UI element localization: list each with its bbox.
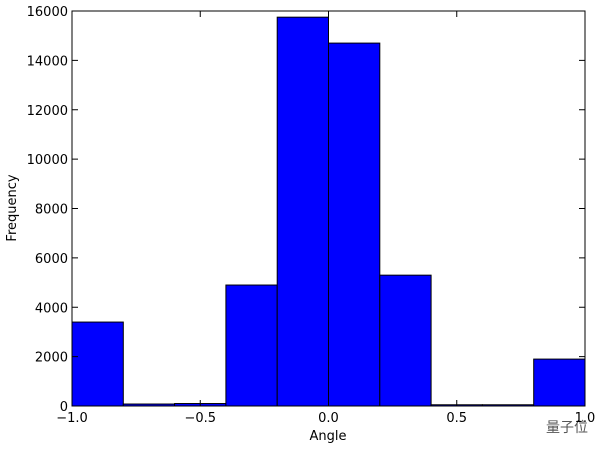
- y-tick-label: 4000: [35, 301, 68, 316]
- bar: [533, 358, 586, 407]
- y-axis-label: Frequency: [5, 174, 20, 241]
- bar: [328, 42, 381, 407]
- bar: [225, 284, 278, 407]
- y-tick-label: 10000: [27, 153, 68, 168]
- y-tick-label: 12000: [27, 104, 68, 119]
- x-tick-label: 0.5: [446, 411, 467, 426]
- bar: [379, 274, 432, 407]
- bar: [71, 321, 124, 407]
- y-tick-label: 16000: [27, 5, 68, 20]
- x-tick-label: 1.0: [575, 411, 596, 426]
- x-tick-label: −0.5: [184, 411, 216, 426]
- watermark: 量子位: [546, 420, 588, 436]
- x-tick-label: 0.0: [318, 411, 339, 426]
- y-tick-label: 2000: [35, 351, 68, 366]
- x-axis-label: Angle: [310, 429, 347, 444]
- y-tick-label: 6000: [35, 252, 68, 267]
- y-tick-label: 14000: [27, 54, 68, 69]
- bar: [276, 16, 330, 407]
- y-tick-label: 0: [60, 400, 68, 415]
- y-tick-label: 8000: [35, 203, 68, 218]
- x-tick-label: −1.0: [56, 411, 88, 426]
